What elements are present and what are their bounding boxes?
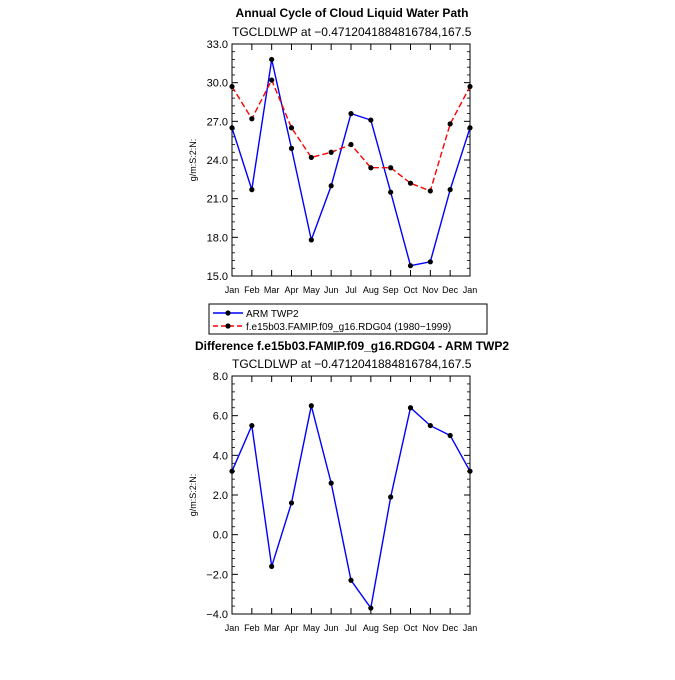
data-point-1 xyxy=(427,188,433,194)
data-point-0 xyxy=(229,468,235,474)
x-tick-label: Jan xyxy=(463,285,478,295)
x-tick-label: Jun xyxy=(324,623,339,633)
data-point-1 xyxy=(229,83,235,90)
chart-subtitle: TGCLDLWP at −0.4712041884816784,167.5 xyxy=(232,357,472,371)
data-point-0 xyxy=(368,605,374,611)
x-tick-label: Oct xyxy=(403,623,418,633)
data-point-1 xyxy=(308,154,314,161)
legend-label-arm: ARM TWP2 xyxy=(246,309,299,320)
x-tick-label: Jul xyxy=(345,623,357,633)
data-point-0 xyxy=(348,111,354,117)
x-tick-label: Sep xyxy=(383,623,399,633)
x-tick-label: Dec xyxy=(442,285,459,295)
data-point-0 xyxy=(328,183,334,189)
x-tick-label: Mar xyxy=(264,623,280,633)
data-point-0 xyxy=(269,56,275,63)
chart-title: Annual Cycle of Cloud Liquid Water Path xyxy=(236,6,469,20)
y-tick-label: −2.0 xyxy=(206,569,228,581)
x-tick-label: May xyxy=(303,285,321,295)
data-point-0 xyxy=(328,480,334,486)
legend-marker-model xyxy=(225,323,231,329)
data-point-0 xyxy=(447,187,453,193)
difference-chart: Difference f.e15b03.FAMIP.f09_g16.RDG04 … xyxy=(188,339,509,633)
y-tick-label: 21.0 xyxy=(207,194,228,206)
y-tick-label: 15.0 xyxy=(207,271,228,283)
data-point-1 xyxy=(328,149,334,155)
legend-box xyxy=(208,303,488,335)
data-point-0 xyxy=(249,422,255,429)
plot-area xyxy=(231,43,471,277)
y-axis-label: g/m:S:2:N: xyxy=(188,474,198,517)
y-tick-label: 6.0 xyxy=(213,411,228,423)
x-tick-label: Jun xyxy=(324,285,339,295)
y-tick-label: 33.0 xyxy=(207,39,228,51)
data-point-0 xyxy=(427,259,433,265)
x-tick-label: Aug xyxy=(363,285,379,295)
data-point-0 xyxy=(467,125,473,131)
series-line-0 xyxy=(231,59,471,267)
data-point-1 xyxy=(368,165,374,171)
data-point-0 xyxy=(368,117,374,123)
x-tick-label: Feb xyxy=(244,623,260,633)
data-point-0 xyxy=(249,187,255,193)
data-point-0 xyxy=(388,494,394,500)
x-tick-label: Jan xyxy=(463,623,478,633)
y-tick-label: 4.0 xyxy=(213,450,228,462)
data-point-1 xyxy=(269,77,275,83)
annual-cycle-chart: Annual Cycle of Cloud Liquid Water Path … xyxy=(188,6,477,295)
legend: ARM TWP2 f.e15b03.FAMIP.f09_g16.RDG04 (1… xyxy=(208,303,488,335)
chart-title: Difference f.e15b03.FAMIP.f09_g16.RDG04 … xyxy=(195,339,509,353)
chart-subtitle: TGCLDLWP at −0.4712041884816784,167.5 xyxy=(232,25,472,39)
data-point-0 xyxy=(407,263,414,269)
data-point-1 xyxy=(288,125,295,131)
y-tick-label: 27.0 xyxy=(207,116,228,128)
data-point-1 xyxy=(348,141,354,148)
series-line-1 xyxy=(231,78,471,192)
y-axis-label: g/m:S:2:N: xyxy=(188,139,198,182)
x-tick-label: Jan xyxy=(225,285,240,295)
data-point-0 xyxy=(427,422,433,429)
y-tick-label: 24.0 xyxy=(207,155,228,167)
y-tick-label: 0.0 xyxy=(213,530,228,542)
x-tick-label: Aug xyxy=(363,623,379,633)
data-point-0 xyxy=(288,500,295,506)
x-tick-label: May xyxy=(303,623,321,633)
data-point-0 xyxy=(308,237,314,243)
legend-label-model: f.e15b03.FAMIP.f09_g16.RDG04 (1980−1999) xyxy=(246,322,451,333)
y-tick-label: −4.0 xyxy=(206,609,228,621)
data-point-0 xyxy=(288,145,295,151)
data-point-0 xyxy=(229,125,235,131)
data-point-0 xyxy=(269,563,275,570)
data-point-1 xyxy=(447,121,453,127)
data-point-0 xyxy=(348,577,354,583)
x-tick-label: Sep xyxy=(383,285,399,295)
x-tick-label: Feb xyxy=(244,285,260,295)
x-tick-label: Nov xyxy=(422,623,439,633)
y-tick-label: 2.0 xyxy=(213,490,228,502)
x-tick-label: Apr xyxy=(284,285,298,295)
x-tick-label: Jan xyxy=(225,623,240,633)
x-tick-label: Jul xyxy=(345,285,357,295)
data-point-1 xyxy=(467,83,473,90)
y-tick-label: 18.0 xyxy=(207,232,228,244)
legend-marker-arm xyxy=(225,310,231,316)
x-tick-label: Apr xyxy=(284,623,298,633)
series-line-0 xyxy=(231,405,471,610)
data-point-0 xyxy=(447,432,453,439)
data-point-0 xyxy=(308,403,314,409)
data-point-1 xyxy=(249,116,255,122)
x-tick-label: Mar xyxy=(264,285,280,295)
data-point-0 xyxy=(388,189,394,195)
data-point-1 xyxy=(388,165,394,171)
data-point-1 xyxy=(407,180,414,186)
data-point-0 xyxy=(407,405,414,411)
x-tick-label: Nov xyxy=(422,285,439,295)
y-tick-label: 30.0 xyxy=(207,78,228,90)
x-tick-label: Oct xyxy=(403,285,418,295)
y-tick-label: 8.0 xyxy=(213,371,228,383)
x-tick-label: Dec xyxy=(442,623,459,633)
data-point-0 xyxy=(467,468,473,474)
